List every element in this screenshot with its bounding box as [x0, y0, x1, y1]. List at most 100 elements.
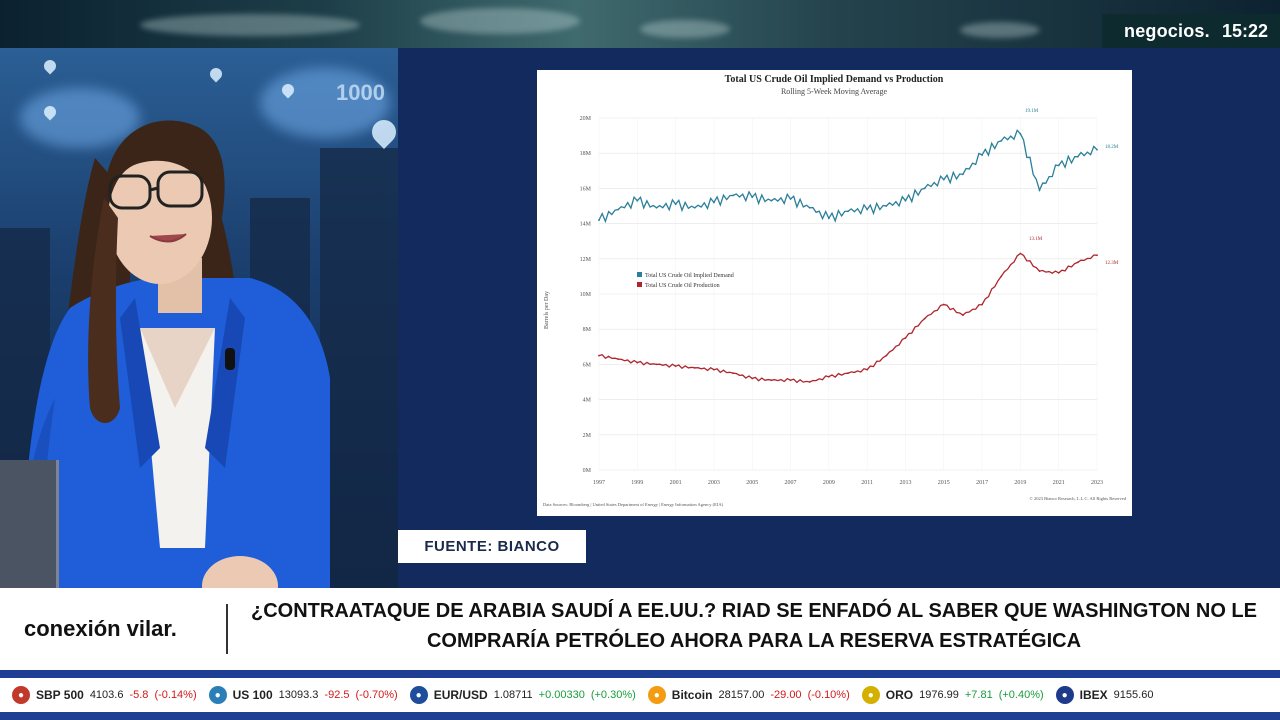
- cloud-decoration: [140, 14, 360, 36]
- divider: [226, 604, 228, 654]
- presenter-video: 1000: [0, 48, 398, 588]
- series-point: [770, 379, 773, 382]
- y-tick-label: 18M: [580, 151, 592, 157]
- series-point: [866, 368, 869, 371]
- presenter-figure: [20, 120, 330, 588]
- series-line-0: [598, 129, 1098, 224]
- series-point: [1019, 252, 1022, 255]
- ticker-item: ● EUR/USD 1.08711 +0.00330 (+0.30%): [409, 686, 636, 704]
- x-tick-label: 2001: [670, 480, 682, 486]
- ticker-pct: (+0.30%): [590, 689, 636, 701]
- series-point: [1096, 148, 1098, 151]
- y-tick-label: 12M: [580, 257, 592, 263]
- y-tick-label: 20M: [580, 116, 592, 122]
- series-point: [655, 206, 658, 209]
- series-point: [674, 203, 677, 206]
- ticker-item: ● ORO 1976.99 +7.81 (+0.40%): [861, 686, 1044, 704]
- series-point: [789, 379, 792, 382]
- series-point: [847, 372, 849, 375]
- ticker-pct: (-0.10%): [807, 689, 850, 701]
- series-point: [636, 361, 639, 364]
- x-tick-label: 2017: [976, 480, 988, 486]
- y-tick-label: 14M: [580, 222, 592, 228]
- series-point: [789, 198, 792, 200]
- x-tick-label: 2023: [1091, 480, 1103, 486]
- y-tick-label: 8M: [583, 327, 592, 333]
- series-point: [1076, 261, 1079, 264]
- legend-swatch-production: [637, 282, 642, 287]
- x-tick-label: 1997: [593, 480, 605, 486]
- ticker-pct: (-0.14%): [154, 689, 197, 701]
- series-point: [866, 208, 869, 211]
- x-tick-label: 2021: [1053, 480, 1065, 486]
- series-point: [655, 363, 658, 366]
- series-point: [693, 367, 696, 369]
- bitcoin-icon: ●: [647, 686, 666, 704]
- x-tick-label: 2007: [785, 480, 797, 486]
- series-point: [1000, 275, 1003, 278]
- series-point: [962, 314, 964, 317]
- lower-third: conexión vilar. ¿Contraataque de Arabia …: [0, 588, 1280, 670]
- globe-icon: ●: [208, 686, 227, 704]
- series-point: [1038, 270, 1041, 273]
- series-point: [885, 205, 888, 207]
- series-point: [1057, 164, 1060, 167]
- series-point: [808, 381, 811, 383]
- bottom-strip: [0, 712, 1280, 720]
- series-point: [732, 372, 734, 375]
- chart-subtitle: Rolling 5-Week Moving Average: [781, 87, 888, 96]
- series-point: [598, 219, 600, 221]
- series-point: [598, 354, 600, 357]
- ticker-value: 28157.00: [718, 689, 765, 701]
- x-tick-label: 2013: [899, 480, 911, 486]
- series-point: [981, 154, 983, 156]
- series-point: [827, 217, 830, 220]
- series-point: [904, 337, 907, 339]
- ticker-value: 13093.3: [278, 689, 319, 701]
- top-banner: negocios. 15:22: [0, 0, 1280, 48]
- series-point: [885, 354, 888, 357]
- annotation-demand-last: 18.2M: [1105, 145, 1119, 150]
- cloud-decoration: [960, 22, 1040, 38]
- chart-title: Total US Crude Oil Implied Demand vs Pro…: [725, 74, 944, 85]
- ticker-item: ● Bitcoin 28157.00 -29.00 (-0.10%): [647, 686, 850, 704]
- legend-swatch-demand: [637, 272, 642, 277]
- y-tick-label: 0M: [583, 468, 592, 474]
- annotation-demand-peak: 19.1M: [1025, 109, 1039, 114]
- series-point: [962, 173, 964, 176]
- series-point: [827, 375, 830, 378]
- ticker-item: ● US 100 13093.3 -92.5 (-0.70%): [208, 686, 398, 704]
- ticker-change: -5.8: [129, 689, 149, 701]
- ticker-value: 4103.6: [89, 689, 124, 701]
- clock: 15:22: [1221, 20, 1268, 41]
- gold-icon: ●: [861, 686, 880, 704]
- channel-logo: negocios.: [1124, 20, 1210, 41]
- series-point: [713, 201, 715, 204]
- y-tick-label: 10M: [580, 292, 592, 298]
- ticker-item: ● IBEX 9155.60: [1055, 686, 1166, 704]
- annotation-production-last: 12.3M: [1105, 261, 1119, 266]
- series-point: [693, 206, 696, 209]
- series-point: [981, 303, 983, 306]
- ticker-name: US 100: [232, 688, 273, 702]
- legend-demand: Total US Crude Oil Implied Demand: [645, 273, 734, 279]
- ticker-top-bar: [0, 670, 1280, 678]
- series-point: [808, 206, 811, 209]
- series-point: [1057, 271, 1060, 274]
- ticker-pct: (+0.40%): [998, 689, 1044, 701]
- series-point: [751, 196, 754, 199]
- y-tick-label: 4M: [583, 398, 592, 404]
- series-point: [1000, 139, 1003, 142]
- light-glow: [20, 88, 140, 148]
- ticker-name: ORO: [885, 688, 914, 702]
- market-ticker: ● SBP 500 4103.6 -5.8 (-0.14%) ● US 100 13093.3…: [0, 678, 1280, 712]
- ticker-item: ● SBP 500 4103.6 -5.8 (-0.14%): [12, 686, 197, 704]
- light-glow: [260, 68, 390, 138]
- ticker-name: EUR/USD: [433, 688, 488, 702]
- ticker-pct: (-0.70%): [355, 689, 398, 701]
- building-silhouette: [320, 148, 398, 588]
- series-point: [732, 194, 734, 197]
- series-point: [1038, 189, 1041, 192]
- series-point: [1096, 254, 1098, 257]
- series-point: [770, 199, 773, 202]
